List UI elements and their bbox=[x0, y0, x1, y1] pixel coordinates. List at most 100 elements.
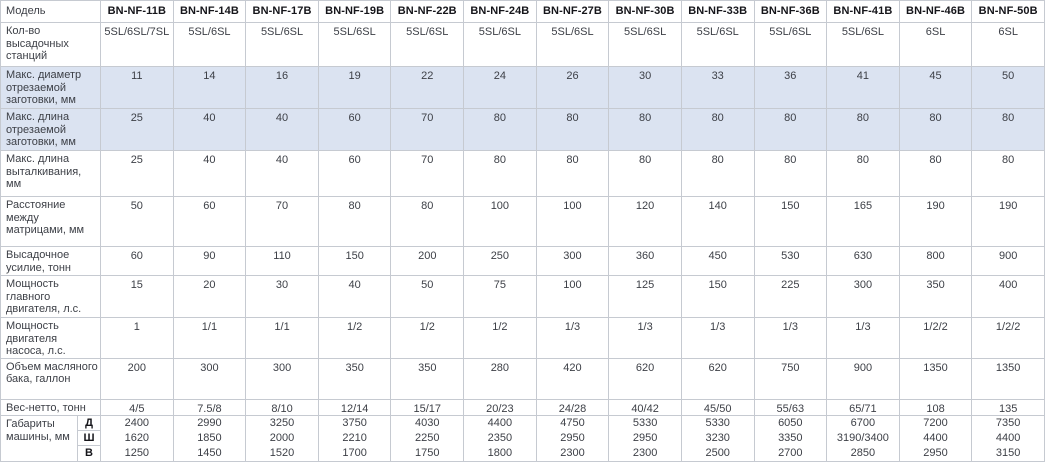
cell-net-weight-bn-nf-33b: 45/50 bbox=[680, 398, 755, 416]
cell-upset-force-bn-nf-22b: 200 bbox=[390, 246, 465, 276]
cell-upset-force-bn-nf-30b: 360 bbox=[608, 246, 682, 276]
header-cell-model: Модель bbox=[0, 0, 102, 23]
cell-stations-bn-nf-46b: 6SL bbox=[898, 22, 973, 67]
cell-dimensions-bn-nf-41b: 6700 3190/3400 2850 bbox=[826, 415, 900, 462]
cell-max-cut-length-bn-nf-30b: 80 bbox=[608, 108, 682, 151]
table-row-die-distance: Расстояние между матрицами, мм 50 60 70 80 80… bbox=[0, 196, 1045, 247]
cell-die-distance-bn-nf-14b: 60 bbox=[172, 196, 247, 247]
cell-dimensions-bn-nf-19b: 3750 2210 1700 bbox=[317, 415, 392, 462]
cell-max-cut-length-bn-nf-19b: 60 bbox=[317, 108, 392, 151]
cell-upset-force-bn-nf-17b: 110 bbox=[245, 246, 319, 276]
cell-net-weight-bn-nf-14b: 7.5/8 bbox=[172, 398, 247, 416]
cell-upset-force-bn-nf-27b: 300 bbox=[535, 246, 610, 276]
cell-dimensions-bn-nf-46b: 7200 4400 2950 bbox=[898, 415, 973, 462]
cell-max-cut-length-bn-nf-46b: 80 bbox=[898, 108, 973, 151]
cell-oil-tank-volume-bn-nf-36b: 750 bbox=[753, 357, 828, 400]
cell-net-weight-bn-nf-11b: 4/5 bbox=[100, 398, 174, 416]
row-label-oil-tank-volume: Объем масляного бака, галлон bbox=[0, 357, 102, 400]
dimension-value-d: 5330 bbox=[705, 417, 730, 429]
cell-stations-bn-nf-36b: 5SL/6SL bbox=[753, 22, 828, 67]
dimension-value-d: 2990 bbox=[197, 417, 222, 429]
cell-dimensions-bn-nf-27b: 4750 2950 2300 bbox=[535, 415, 610, 462]
cell-dimensions-bn-nf-30b: 5330 2950 2300 bbox=[608, 415, 682, 462]
cell-main-motor-power-bn-nf-41b: 300 bbox=[826, 275, 900, 318]
dimension-value-sh: 2950 bbox=[632, 432, 658, 444]
cell-die-distance-bn-nf-27b: 100 bbox=[535, 196, 610, 247]
cell-net-weight-bn-nf-30b: 40/42 bbox=[608, 398, 682, 416]
cell-max-eject-length-bn-nf-50b: 80 bbox=[971, 150, 1045, 197]
dimension-value-d: 6050 bbox=[778, 417, 803, 429]
dimension-value-sh: 2210 bbox=[342, 432, 367, 444]
cell-dimensions-bn-nf-17b: 3250 2000 1520 bbox=[245, 415, 319, 462]
cell-main-motor-power-bn-nf-22b: 50 bbox=[390, 275, 465, 318]
dimension-value-d: 4750 bbox=[560, 417, 585, 429]
cell-max-eject-length-bn-nf-27b: 80 bbox=[535, 150, 610, 197]
cell-net-weight-bn-nf-24b: 20/23 bbox=[463, 398, 537, 416]
dimension-axis-2: В bbox=[85, 447, 93, 459]
dimension-value-v: 3150 bbox=[995, 447, 1021, 459]
dimension-value-sh: 1620 bbox=[124, 432, 150, 444]
dimension-value-sh: 2950 bbox=[560, 432, 585, 444]
dimension-value-v: 2700 bbox=[778, 447, 803, 459]
cell-stations-bn-nf-11b: 5SL/6SL/7SL bbox=[100, 22, 174, 67]
row-label-die-distance: Расстояние между матрицами, мм bbox=[0, 196, 102, 247]
header-cell-bn-nf-50b: BN-NF-50B bbox=[971, 0, 1045, 23]
cell-stations-bn-nf-19b: 5SL/6SL bbox=[317, 22, 392, 67]
dimension-value-d: 3750 bbox=[342, 417, 367, 429]
header-cell-bn-nf-11b: BN-NF-11B bbox=[100, 0, 174, 23]
cell-max-cut-length-bn-nf-24b: 80 bbox=[463, 108, 537, 151]
cell-max-eject-length-bn-nf-24b: 80 bbox=[463, 150, 537, 197]
cell-pump-motor-power-bn-nf-30b: 1/3 bbox=[608, 317, 682, 359]
cell-die-distance-bn-nf-46b: 190 bbox=[898, 196, 973, 247]
cell-oil-tank-volume-bn-nf-41b: 900 bbox=[826, 357, 900, 400]
cell-max-cut-length-bn-nf-17b: 40 bbox=[245, 108, 319, 151]
table-row-main-motor-power: Мощность главного двигателя, л.с. 15 20 30 4… bbox=[0, 275, 1045, 318]
cell-oil-tank-volume-bn-nf-27b: 420 bbox=[535, 357, 610, 400]
dimension-value-v: 1800 bbox=[487, 447, 513, 459]
dimension-value-v: 1250 bbox=[124, 447, 150, 459]
cell-main-motor-power-bn-nf-33b: 150 bbox=[680, 275, 755, 318]
header-cell-bn-nf-41b: BN-NF-41B bbox=[826, 0, 900, 23]
cell-pump-motor-power-bn-nf-33b: 1/3 bbox=[680, 317, 755, 359]
table-row-max-cut-length: Макс. длина отрезаемой заготовки, мм 25 40… bbox=[0, 108, 1045, 151]
cell-die-distance-bn-nf-11b: 50 bbox=[100, 196, 174, 247]
header-row: Модель BN-NF-11B BN-NF-14B BN-NF-17B BN-NF-1… bbox=[0, 0, 1045, 23]
header-cell-bn-nf-14b: BN-NF-14B bbox=[172, 0, 247, 23]
cell-oil-tank-volume-bn-nf-17b: 300 bbox=[245, 357, 319, 400]
cell-pump-motor-power-bn-nf-11b: 1 bbox=[100, 317, 174, 359]
cell-max-diameter-bn-nf-30b: 30 bbox=[608, 66, 682, 109]
cell-main-motor-power-bn-nf-46b: 350 bbox=[898, 275, 973, 318]
cell-oil-tank-volume-bn-nf-50b: 1350 bbox=[971, 357, 1045, 400]
cell-max-cut-length-bn-nf-50b: 80 bbox=[971, 108, 1045, 151]
cell-stations-bn-nf-22b: 5SL/6SL bbox=[390, 22, 465, 67]
row-label-max-eject-length: Макс. длина выталкивания, мм bbox=[0, 150, 102, 197]
header-cell-bn-nf-46b: BN-NF-46B bbox=[898, 0, 973, 23]
header-cell-bn-nf-17b: BN-NF-17B bbox=[245, 0, 319, 23]
cell-max-eject-length-bn-nf-30b: 80 bbox=[608, 150, 682, 197]
cell-max-eject-length-bn-nf-33b: 80 bbox=[680, 150, 755, 197]
cell-pump-motor-power-bn-nf-14b: 1/1 bbox=[172, 317, 247, 359]
dimension-value-d: 7200 bbox=[923, 417, 948, 429]
cell-max-diameter-bn-nf-46b: 45 bbox=[898, 66, 973, 109]
cell-max-cut-length-bn-nf-22b: 70 bbox=[390, 108, 465, 151]
cell-max-eject-length-bn-nf-14b: 40 bbox=[172, 150, 247, 197]
cell-max-cut-length-bn-nf-14b: 40 bbox=[172, 108, 247, 151]
spec-table-body: Кол-во высадочных станций 5SL/6SL/7SL 5SL/… bbox=[0, 22, 1045, 462]
row-label-max-diameter: Макс. диаметр отрезаемой заготовки, мм bbox=[0, 66, 102, 109]
cell-stations-bn-nf-24b: 5SL/6SL bbox=[463, 22, 537, 67]
cell-max-diameter-bn-nf-36b: 36 bbox=[753, 66, 828, 109]
cell-die-distance-bn-nf-17b: 70 bbox=[245, 196, 319, 247]
cell-max-diameter-bn-nf-33b: 33 bbox=[680, 66, 755, 109]
cell-net-weight-bn-nf-27b: 24/28 bbox=[535, 398, 610, 416]
cell-max-eject-length-bn-nf-19b: 60 bbox=[317, 150, 392, 197]
dimension-value-sh: 4400 bbox=[923, 432, 948, 444]
cell-pump-motor-power-bn-nf-22b: 1/2 bbox=[390, 317, 465, 359]
cell-die-distance-bn-nf-30b: 120 bbox=[608, 196, 682, 247]
row-label-main-motor-power: Мощность главного двигателя, л.с. bbox=[0, 275, 102, 318]
dimension-value-sh: 2350 bbox=[487, 432, 513, 444]
dimension-value-v: 2300 bbox=[560, 447, 585, 459]
cell-upset-force-bn-nf-33b: 450 bbox=[680, 246, 755, 276]
dimension-value-sh: 2000 bbox=[269, 432, 295, 444]
cell-oil-tank-volume-bn-nf-11b: 200 bbox=[100, 357, 174, 400]
dimension-value-v: 1450 bbox=[197, 447, 222, 459]
